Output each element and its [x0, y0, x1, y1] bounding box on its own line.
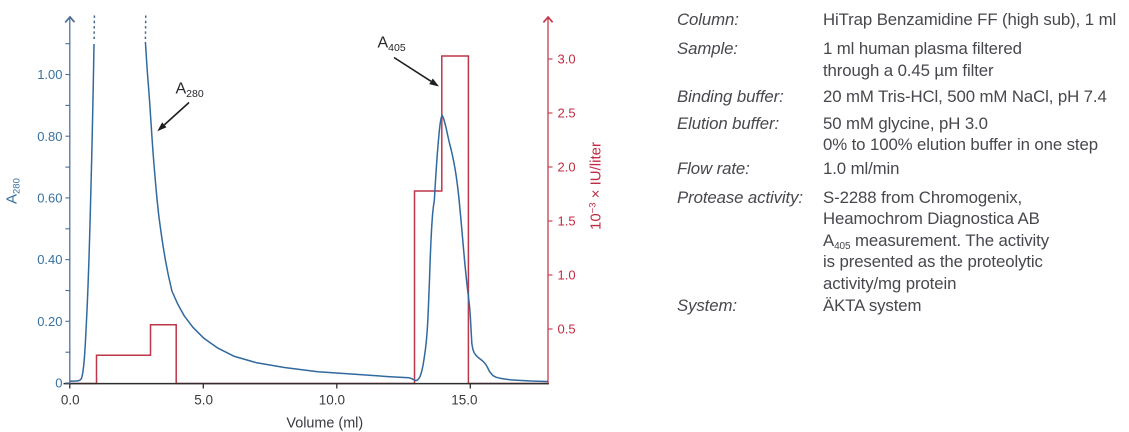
svg-text:15.0: 15.0	[451, 392, 477, 407]
svg-text:1.5: 1.5	[558, 213, 576, 228]
svg-text:5.0: 5.0	[194, 392, 213, 407]
svg-text:10.0: 10.0	[319, 392, 345, 407]
svg-text:1.00: 1.00	[37, 67, 62, 82]
svg-text:10−3 × IU/liter: 10−3 × IU/liter	[588, 142, 605, 230]
svg-text:2.5: 2.5	[558, 105, 576, 120]
svg-text:0.0: 0.0	[61, 392, 80, 407]
svg-text:A280: A280	[176, 81, 204, 100]
svg-text:Volume (ml): Volume (ml)	[286, 415, 363, 431]
svg-text:2.0: 2.0	[558, 159, 576, 174]
svg-text:0: 0	[55, 375, 62, 390]
svg-text:0.80: 0.80	[37, 129, 62, 144]
svg-text:0.60: 0.60	[37, 191, 62, 206]
svg-text:0.5: 0.5	[558, 321, 576, 336]
svg-text:1.0: 1.0	[558, 267, 576, 282]
svg-text:3.0: 3.0	[558, 51, 576, 66]
svg-text:0.20: 0.20	[37, 314, 62, 329]
svg-text:A405: A405	[378, 35, 406, 54]
svg-text:0.40: 0.40	[37, 252, 62, 267]
svg-text:A280: A280	[4, 178, 23, 204]
